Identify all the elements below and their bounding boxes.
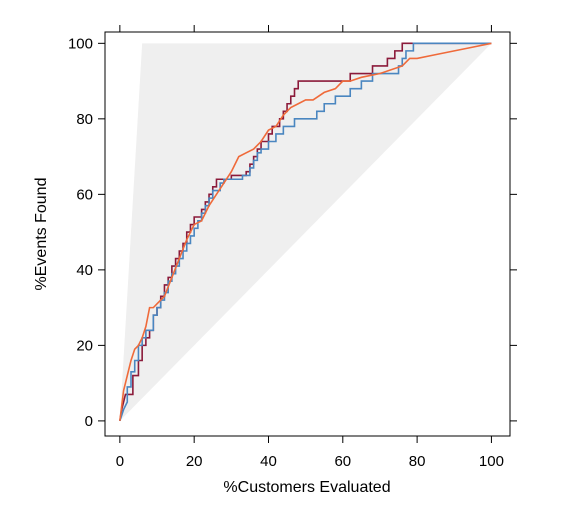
x-tick-label: 20 (186, 453, 203, 470)
y-tick-label: 40 (76, 262, 93, 279)
reference-region (119, 43, 492, 421)
y-axis: 0 20 40 60 80 100 (68, 35, 517, 430)
y-tick-label: 80 (76, 111, 93, 128)
x-axis-title: %Customers Evaluated (223, 479, 390, 496)
series-layer (119, 42, 492, 422)
x-tick-label: 80 (409, 453, 426, 470)
x-tick-label: 0 (116, 453, 124, 470)
y-tick-label: 20 (76, 337, 93, 354)
y-tick-label: 100 (68, 35, 93, 52)
y-tick-label: 0 (85, 413, 93, 430)
plot-frame (104, 31, 511, 437)
y-axis-title: %Events Found (33, 178, 50, 291)
series-line-2 (119, 42, 492, 422)
series-line-3 (119, 42, 492, 421)
reference-region-layer (119, 43, 492, 421)
y-tick-label: 60 (76, 186, 93, 203)
x-tick-label: 40 (260, 453, 277, 470)
x-axis: 0 20 40 60 80 100 (116, 25, 504, 470)
x-tick-label: 60 (334, 453, 351, 470)
x-tick-label: 100 (479, 453, 504, 470)
